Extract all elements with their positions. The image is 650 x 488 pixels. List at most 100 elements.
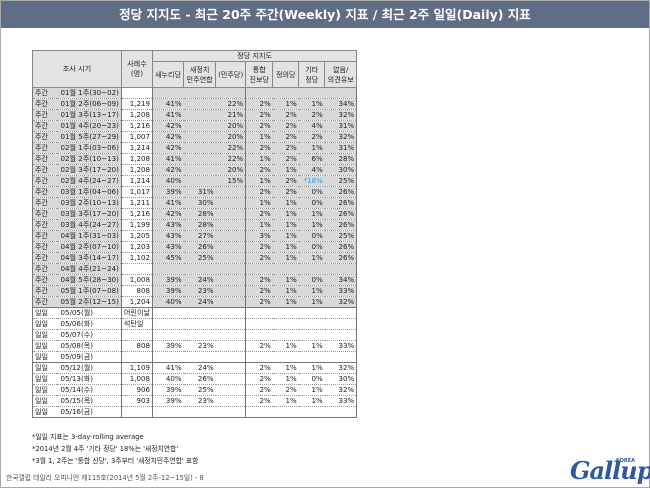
cell-s: 42% [152, 120, 184, 132]
cell-n: 1,007 [121, 131, 154, 143]
cell-j: 1% [272, 285, 299, 297]
cell-o [324, 351, 358, 363]
cell-k: 주간 [32, 263, 57, 275]
cell-j [272, 318, 299, 330]
cell-m: 24% [183, 362, 216, 374]
table-row: 일일 05/09(금) [32, 351, 358, 363]
cell-e: 1% [298, 142, 325, 154]
cell-m: 31% [183, 186, 216, 198]
cell-o: 32% [324, 362, 358, 374]
cell-e: 1% [298, 340, 325, 352]
cell-j: 2% [272, 384, 299, 396]
cell-u: 2% [245, 252, 273, 264]
cell-n [121, 329, 154, 341]
cell-j: 1% [272, 296, 299, 308]
cell-j [272, 307, 299, 319]
cell-p: 02월 3주(17~20) [56, 164, 122, 176]
cell-u: 2% [245, 208, 273, 220]
header-unity: 통합 진보당 [245, 61, 274, 88]
party-support-table: 조사 시기 사례수 (명) 정당 지지도 새누리당 새정치 민주연합 (민주당)… [32, 50, 358, 418]
cell-u: 2% [245, 384, 273, 396]
cell-d [215, 241, 247, 253]
cell-d: 22% [215, 153, 247, 165]
cell-p: 02월 4주(24~27) [56, 175, 122, 187]
cell-u: 1% [245, 219, 273, 231]
cell-s: 39% [152, 274, 184, 286]
cell-m [183, 153, 216, 165]
cell-k: 주간 [32, 197, 57, 209]
header-minju-line2: 민주연합 [186, 74, 213, 84]
cell-d: 21% [215, 109, 247, 121]
cell-o: 32% [324, 384, 358, 396]
table-row: 일일 05/16(금) [32, 406, 358, 418]
cell-s: 43% [152, 230, 184, 242]
footnote: *3월 1, 2주는 '통합 신당', 3주부터 '새정치민주연합' 표함 [32, 457, 199, 465]
cell-o: 26% [324, 241, 358, 253]
table-row: 주간 02월 2주(10~13) 1,208 41% 22% 1% 2% 6% 28% [32, 153, 358, 165]
cell-p: 04월 3주(14~17) [56, 252, 122, 264]
cell-e: 1% [298, 296, 325, 308]
table-row: 일일 05/06(화) 석탄일 [32, 318, 358, 330]
cell-p: 01월 4주(20~23) [56, 120, 122, 132]
table-row: 일일 05/05(월) 어린이날 [32, 307, 358, 319]
cell-d [215, 362, 247, 374]
cell-u: 2% [245, 373, 273, 385]
cell-u [245, 351, 273, 363]
table-row: 일일 05/13(화) 1,008 40% 26% 2% 1% 0% 30% [32, 373, 358, 385]
header-unity-line2: 진보당 [249, 74, 270, 84]
cell-e: 1% [298, 208, 325, 220]
cell-s [152, 307, 184, 319]
cell-o: 31% [324, 120, 358, 132]
cell-m: 26% [183, 241, 216, 253]
table-row: 일일 05/15(목) 903 39% 23% 2% 1% 1% 33% [32, 395, 358, 407]
cell-u: 2% [245, 395, 273, 407]
footer-source: 한국갤럽 데일리 오피니언 제115호(2014년 5월 2주-12~15일) … [6, 474, 204, 482]
cell-d [215, 263, 247, 275]
page-title: 정당 지지도 - 최근 20주 주간(Weekly) 지표 / 최근 2주 일일… [1, 1, 649, 28]
cell-u: 1% [245, 197, 273, 209]
cell-s: 42% [152, 131, 184, 143]
cell-j [272, 329, 299, 341]
cell-s: 40% [152, 373, 184, 385]
cell-s: 45% [152, 252, 184, 264]
cell-n: 1,208 [121, 109, 154, 121]
cell-e: 1% [298, 252, 325, 264]
cell-o [324, 329, 358, 341]
table-row: 일일 05/14(수) 906 39% 25% 2% 2% 1% 32% [32, 384, 358, 396]
cell-u: 2% [245, 241, 273, 253]
cell-d [215, 395, 247, 407]
cell-n: 1,008 [121, 274, 154, 286]
cell-o: 32% [324, 131, 358, 143]
cell-j [272, 263, 299, 275]
cell-m [183, 131, 216, 143]
cell-s [152, 406, 184, 418]
cell-s: 39% [152, 285, 184, 297]
cell-u: 2% [245, 296, 273, 308]
cell-d: 20% [215, 120, 247, 132]
cell-p: 01월 5주(27~29) [56, 131, 122, 143]
cell-j: 1% [272, 362, 299, 374]
cell-p: 01월 1주(30~02) [56, 87, 122, 99]
table-row: 주간 02월 3주(17~20) 1,208 42% 20% 2% 1% 4% 30% [32, 164, 358, 176]
cell-j: 1% [272, 208, 299, 220]
cell-d: 15% [215, 175, 247, 187]
cell-d: 22% [215, 142, 247, 154]
cell-e: 1% [298, 384, 325, 396]
cell-s: 39% [152, 340, 184, 352]
cell-e: 0% [298, 241, 325, 253]
cell-o: 33% [324, 285, 358, 297]
cell-d [215, 340, 247, 352]
cell-u: 1% [245, 153, 273, 165]
cell-e: 4% [298, 120, 325, 132]
cell-e: 1% [298, 285, 325, 297]
cell-m: 23% [183, 340, 216, 352]
cell-u: 2% [245, 142, 273, 154]
cell-d [215, 296, 247, 308]
cell-d [215, 384, 247, 396]
cell-j: 2% [272, 131, 299, 143]
cell-j: 2% [272, 153, 299, 165]
cell-m: 25% [183, 252, 216, 264]
cell-e: 2% [298, 109, 325, 121]
cell-u: 1% [245, 131, 273, 143]
cell-d: 20% [215, 131, 247, 143]
